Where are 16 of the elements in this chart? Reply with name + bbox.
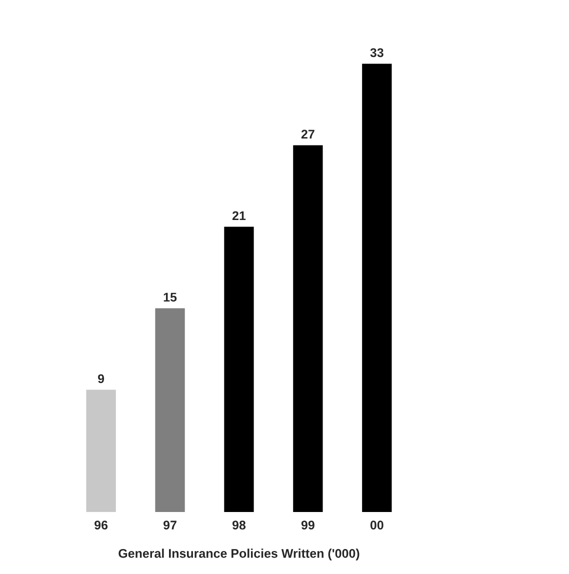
x-tick-label: 98 bbox=[232, 520, 246, 530]
bar bbox=[86, 390, 116, 512]
bar bbox=[224, 226, 254, 512]
data-label: 21 bbox=[232, 211, 246, 220]
x-axis-title: General Insurance Policies Written ('000) bbox=[118, 548, 360, 560]
bar bbox=[155, 308, 185, 512]
bar bbox=[362, 64, 392, 512]
x-tick-label: 96 bbox=[94, 520, 108, 530]
data-label: 9 bbox=[98, 374, 104, 384]
x-tick-label: 97 bbox=[164, 520, 176, 530]
data-label: 33 bbox=[370, 48, 384, 58]
bar bbox=[293, 145, 323, 512]
data-label: 15 bbox=[164, 292, 177, 302]
x-tick-label: 00 bbox=[370, 520, 384, 530]
x-tick-label: 99 bbox=[301, 520, 314, 530]
data-label: 27 bbox=[301, 130, 314, 138]
